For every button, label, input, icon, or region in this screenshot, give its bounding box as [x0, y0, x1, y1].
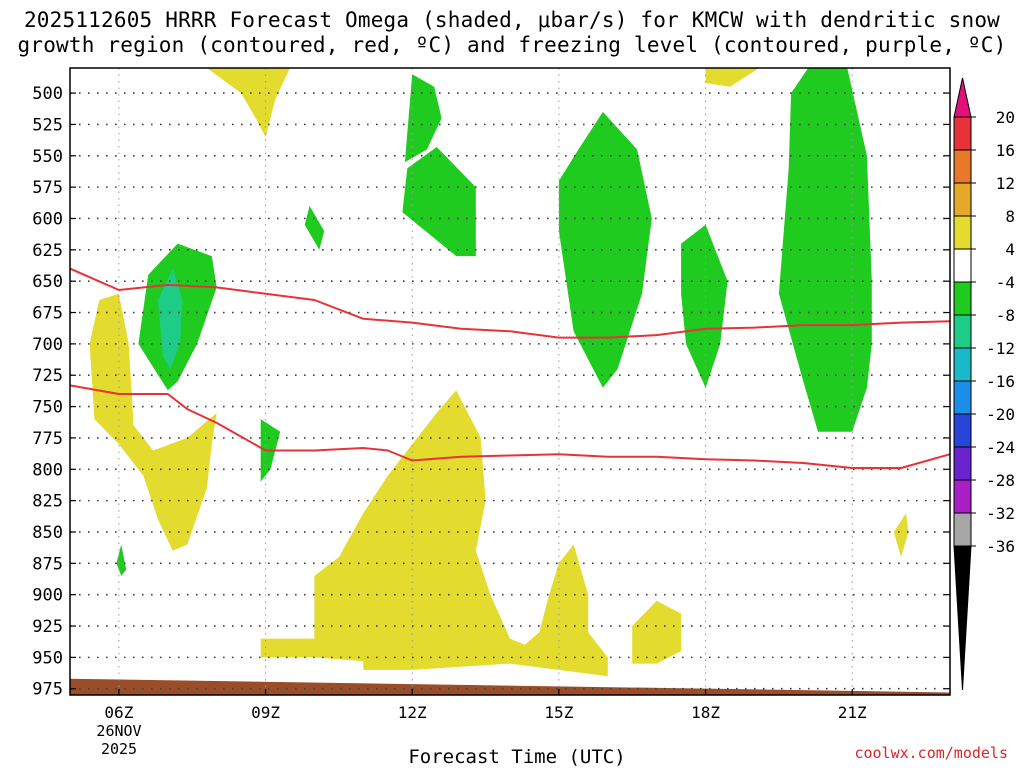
colorbar-swatch-2: [953, 182, 972, 217]
dgz-contour-1: [70, 384, 950, 469]
y-axis: 500 525 550 575 600 625 650 675 700 725 750 775 800 8…: [32, 84, 950, 700]
dgz-contours: [70, 267, 950, 469]
colorbar-label: -4: [996, 273, 1015, 292]
x-tick-label: 06Z: [104, 703, 133, 722]
colorbar-label: 4: [1005, 240, 1015, 259]
y-tick-label: 800: [32, 460, 63, 480]
omega-region-12: [632, 600, 682, 664]
colorbar-label: -32: [986, 504, 1015, 523]
y-tick-label: 850: [32, 523, 63, 543]
y-tick-label: 725: [32, 366, 63, 386]
colorbar-label: 16: [996, 141, 1015, 160]
y-tick-label: 775: [32, 429, 63, 449]
colorbar-swatch-4: [953, 248, 972, 283]
colorbar-label: -24: [986, 438, 1015, 457]
y-tick-label: 500: [32, 84, 63, 104]
dgz-contour-0: [70, 267, 950, 339]
x-tick-label: 21Z: [838, 703, 867, 722]
colorbar-label: -16: [986, 372, 1015, 391]
y-tick-label: 550: [32, 147, 63, 167]
colorbar-bottom-arrow: [953, 545, 972, 691]
x-date-label-day: 26NOV: [96, 722, 141, 740]
y-tick-label: 875: [32, 554, 63, 574]
colorbar-label: 12: [996, 174, 1015, 193]
colorbar-swatch-1: [953, 149, 972, 184]
y-tick-label: 625: [32, 241, 63, 261]
y-tick-label: 825: [32, 492, 63, 512]
x-axis: 26NOV 2025 06Z 09Z 12Z 15Z 18Z 21Z: [96, 689, 867, 758]
colorbar-label: -28: [986, 471, 1015, 490]
colorbar-swatch-6: [953, 314, 972, 349]
y-tick-label: 600: [32, 209, 63, 229]
colorbar-label: -20: [986, 405, 1015, 424]
colorbar-label: 8: [1005, 207, 1015, 226]
plot-frame: [69, 67, 951, 696]
colorbar-label: -36: [986, 537, 1015, 556]
colorbar-swatch-0: [953, 116, 972, 151]
colorbar-legend: 20 16 12 8 4 -4 -8 -12 -16 -20 -24 -28 -32 -36: [953, 77, 1015, 691]
omega-region-14: [206, 68, 290, 137]
gridlines: [70, 68, 950, 695]
colorbar-swatch-8: [953, 380, 972, 415]
y-tick-label: 925: [32, 617, 63, 637]
colorbar-swatch-7: [953, 347, 972, 382]
y-tick-label: 675: [32, 304, 63, 324]
omega-region-11: [260, 390, 608, 677]
y-tick-label: 525: [32, 115, 63, 135]
omega-region-3: [404, 74, 442, 163]
y-tick-label: 575: [32, 178, 63, 198]
omega-region-13: [893, 513, 909, 558]
x-tick-label: 18Z: [691, 703, 720, 722]
colorbar-swatch-9: [953, 413, 972, 448]
colorbar-swatch-11: [953, 479, 972, 514]
omega-region-7: [778, 68, 872, 432]
omega-region-1: [158, 268, 183, 369]
omega-region-5: [558, 111, 652, 388]
chart-title-line-2: growth region (contoured, red, ºC) and f…: [17, 33, 1007, 57]
y-tick-label: 650: [32, 272, 63, 292]
x-tick-label: 15Z: [544, 703, 573, 722]
colorbar-swatch-5: [953, 281, 972, 316]
terrain-layer: [70, 678, 950, 695]
x-tick-label: 12Z: [398, 703, 427, 722]
y-tick-label: 900: [32, 586, 63, 606]
omega-region-2: [402, 147, 476, 257]
watermark-url: coolwx.com/models: [854, 744, 1008, 762]
x-axis-title: Forecast Time (UTC): [408, 746, 626, 768]
colorbar-swatch-10: [953, 446, 972, 481]
omega-region-15: [705, 68, 760, 87]
y-tick-label: 750: [32, 398, 63, 418]
terrain-polygon: [70, 678, 950, 695]
omega-region-6: [681, 224, 728, 388]
y-tick-label: 975: [32, 680, 63, 700]
omega-region-4: [304, 205, 325, 250]
y-tick-label: 700: [32, 335, 63, 355]
colorbar-label: -12: [986, 339, 1015, 358]
colorbar-swatch-12: [953, 512, 972, 547]
colorbar-top-arrow: [953, 77, 972, 118]
colorbar-label: 20: [996, 108, 1015, 127]
omega-shaded-field: [89, 68, 909, 677]
y-tick-label: 950: [32, 648, 63, 668]
colorbar-swatch-3: [953, 215, 972, 250]
chart-title-line-1: 2025112605 HRRR Forecast Omega (shaded, …: [23, 8, 1001, 32]
omega-region-9: [116, 544, 127, 576]
x-tick-label: 09Z: [251, 703, 280, 722]
x-date-label-year: 2025: [101, 740, 137, 758]
colorbar-label: -8: [996, 306, 1015, 325]
omega-region-10: [89, 293, 217, 551]
